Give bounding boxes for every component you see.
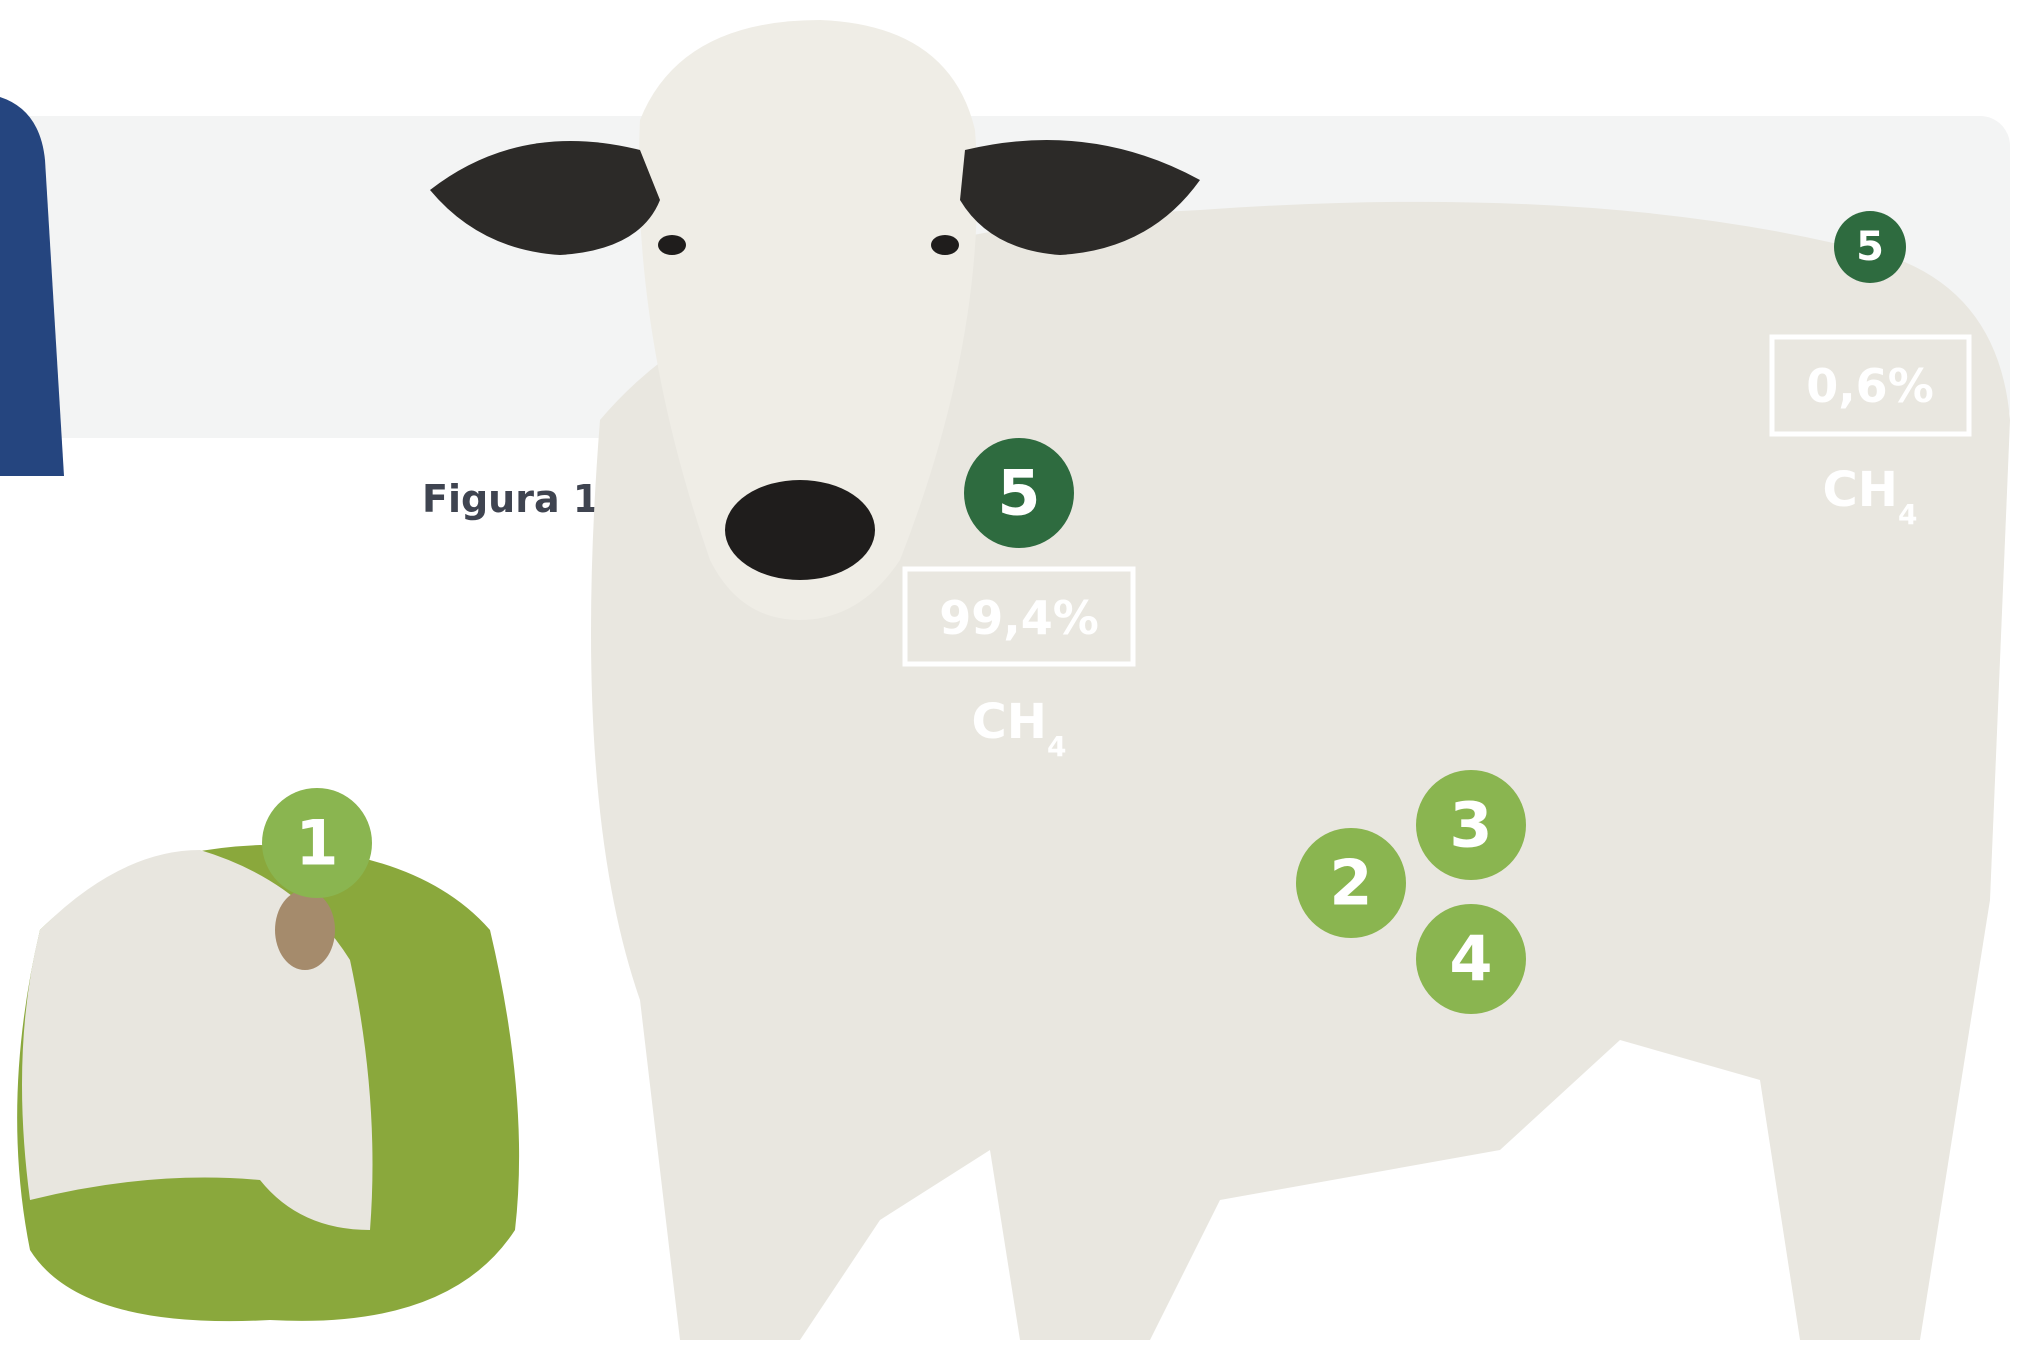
marker: 2 (1296, 828, 1406, 938)
marker-label: 1 (295, 807, 338, 880)
marker: 5 (1834, 211, 1906, 283)
marker: 1 (262, 788, 372, 898)
marker: 5 (964, 438, 1074, 548)
marker-label: 5 (1856, 224, 1884, 270)
marker-label: 4 (1449, 923, 1492, 996)
gas-subscript: 4 (1898, 498, 1917, 531)
percent-label: 99,4% (939, 591, 1099, 645)
gas-formula: CH (1823, 462, 1898, 518)
marker-label: 3 (1449, 789, 1492, 862)
marker: 4 (1416, 904, 1526, 1014)
figure-label: Figura 1 (422, 477, 599, 521)
marker: 3 (1416, 770, 1526, 880)
marker-label: 5 (997, 457, 1040, 530)
marker-label: 2 (1329, 847, 1372, 920)
infographic: Figura 1 1 2 3 4 5 5 99,4% CH4 0,6% CH4 (0, 0, 2018, 1345)
gas-subscript: 4 (1047, 730, 1066, 763)
inset-photo (17, 845, 519, 1321)
gas-formula: CH (972, 694, 1047, 750)
percent-label: 0,6% (1806, 359, 1934, 413)
